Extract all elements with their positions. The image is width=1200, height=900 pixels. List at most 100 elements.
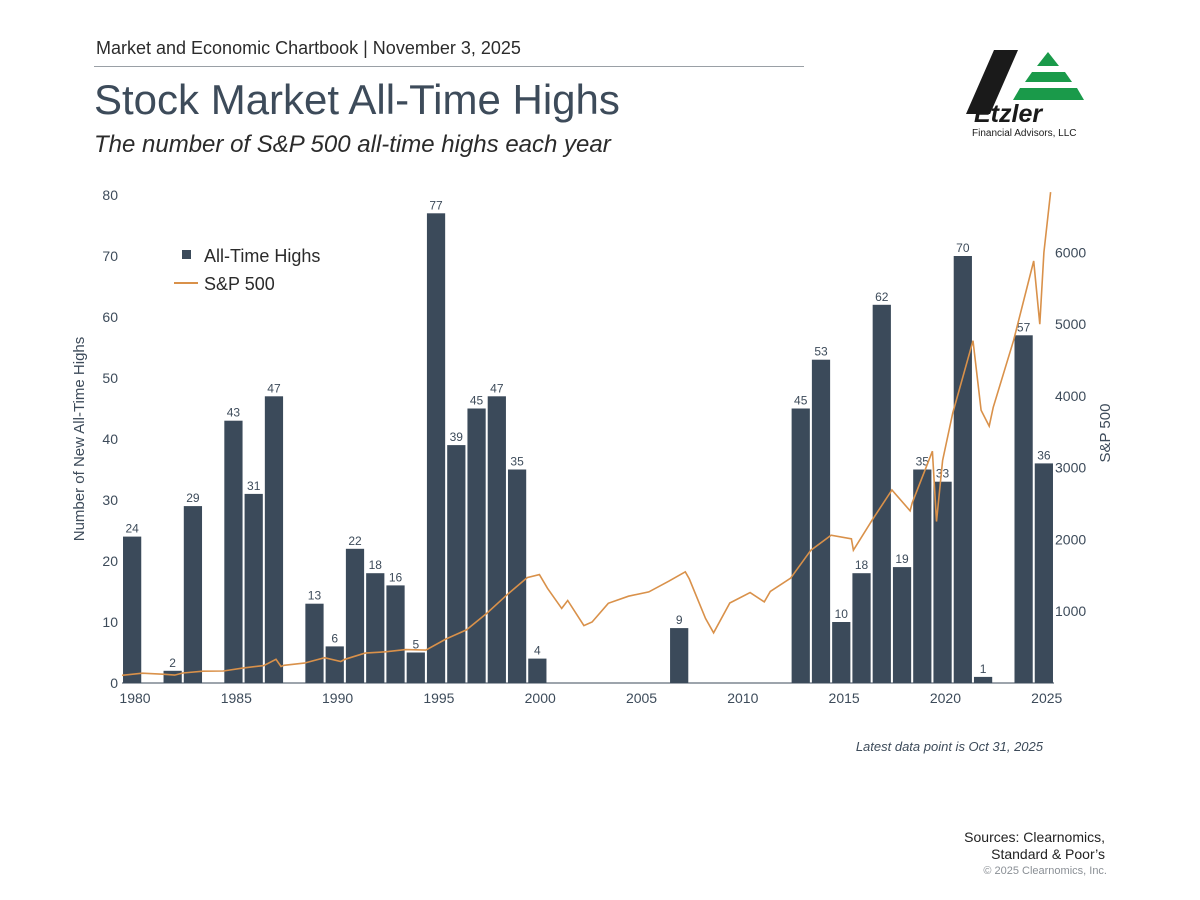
bar-label-1990: 6	[331, 631, 338, 645]
bar-label-2018: 19	[895, 552, 909, 566]
bar-1986	[244, 493, 263, 683]
bar-label-1999: 35	[510, 455, 524, 469]
legend-bar-swatch	[182, 250, 191, 259]
bar-label-1994: 5	[412, 638, 419, 652]
y-axis-title: Number of New All-Time Highs	[71, 337, 88, 542]
x-tick-2010: 2010	[727, 690, 758, 706]
bar-1982	[163, 670, 182, 683]
bar-1992	[366, 573, 385, 683]
bar-label-1996: 39	[450, 430, 464, 444]
bar-label-1983: 29	[186, 491, 200, 505]
bar-label-1995: 77	[429, 198, 443, 212]
y-tick-80: 80	[102, 187, 118, 203]
logo-triangle-bottom	[1013, 88, 1084, 100]
bar-2024	[1014, 335, 1033, 683]
logo-tagline-text: Financial Advisors, LLC	[972, 128, 1077, 139]
header-divider	[94, 66, 804, 67]
bars-group	[123, 213, 1053, 684]
y2-tick-5000: 5000	[1055, 316, 1086, 332]
bar-2015	[832, 622, 851, 683]
bar-label-2014: 53	[814, 345, 828, 359]
bar-1995	[426, 213, 446, 684]
sp500-line	[121, 192, 1052, 677]
x-tick-labels: 1980 1985 1990 1995 2000 2005 2010 2015 2020 2025	[119, 690, 1062, 706]
bar-2018	[892, 567, 912, 683]
y2-axis-title: S&P 500	[1097, 404, 1114, 463]
y-tick-20: 20	[102, 553, 118, 569]
bar-label-1986: 31	[247, 479, 261, 493]
x-tick-2000: 2000	[525, 690, 556, 706]
bar-2025	[1034, 463, 1053, 683]
bar-label-1991: 22	[348, 534, 362, 548]
logo-triangle-mid	[1025, 72, 1072, 82]
bar-label-1982: 2	[169, 656, 176, 670]
bar-label-1985: 43	[227, 406, 241, 420]
latest-data-note: Latest data point is Oct 31, 2025	[855, 739, 1043, 754]
page-subtitle: The number of S&P 500 all-time highs eac…	[94, 131, 611, 158]
bar-2022	[973, 676, 993, 683]
bar-1990	[325, 646, 344, 683]
y2-tick-6000: 6000	[1055, 244, 1086, 260]
bar-1983	[183, 506, 203, 683]
bar-1991	[345, 548, 365, 683]
bar-label-1992: 18	[369, 558, 383, 572]
bar-1985	[224, 420, 243, 683]
bar-label-1987: 47	[267, 381, 281, 395]
bar-1996	[447, 445, 466, 683]
bar-label-2015: 10	[835, 607, 849, 621]
logo-brand-text: Etzler	[974, 100, 1043, 128]
x-tick-2025: 2025	[1031, 690, 1062, 706]
bar-2016	[852, 573, 871, 683]
bar-label-2019: 35	[916, 455, 930, 469]
y2-tick-2000: 2000	[1055, 531, 1086, 547]
bar-label-2024: 57	[1017, 320, 1031, 334]
bar-2013	[791, 408, 810, 683]
bar-1997	[467, 408, 486, 683]
page-title: Stock Market All-Time Highs	[94, 76, 620, 123]
bar-1999	[507, 469, 527, 683]
bar-2017	[872, 304, 891, 683]
y2-tick-4000: 4000	[1055, 388, 1086, 404]
bar-label-1980: 24	[125, 522, 139, 536]
y-tick-10: 10	[102, 614, 118, 630]
y-tick-0: 0	[110, 675, 118, 691]
sources-line-1: Sources: Clearnomics,	[964, 829, 1105, 845]
sources-line-2: Standard & Poor’s	[991, 846, 1105, 862]
bar-label-2021: 70	[956, 241, 970, 255]
logo-triangle-top	[1037, 52, 1059, 66]
bar-2020	[933, 481, 952, 683]
bar-label-2020: 33	[936, 467, 950, 481]
bar-1993	[386, 585, 405, 683]
bar-label-1998: 47	[490, 381, 504, 395]
bar-2019	[913, 469, 932, 683]
y2-tick-1000: 1000	[1055, 603, 1086, 619]
bar-2021	[953, 256, 972, 683]
x-tick-1980: 1980	[119, 690, 150, 706]
bar-2014	[811, 359, 831, 683]
bar-label-2013: 45	[794, 394, 808, 408]
legend-item-sp500: S&P 500	[204, 274, 275, 294]
bar-1998	[487, 396, 506, 683]
y-tick-30: 30	[102, 492, 118, 508]
x-tick-1985: 1985	[221, 690, 252, 706]
bar-label-2007: 9	[676, 613, 683, 627]
y-tick-40: 40	[102, 431, 118, 447]
bar-1994	[406, 652, 425, 683]
bar-1987	[264, 396, 284, 683]
bar-label-1997: 45	[470, 394, 484, 408]
logo-slash-icon	[966, 50, 1018, 114]
x-tick-2005: 2005	[626, 690, 657, 706]
bar-label-2000: 4	[534, 644, 541, 658]
bar-label-2025: 36	[1037, 448, 1051, 462]
x-tick-2020: 2020	[930, 690, 961, 706]
etzler-logo: Etzler Financial Advisors, LLC	[966, 50, 1084, 139]
y2-tick-labels: 1000 2000 3000 4000 5000 6000	[1055, 244, 1086, 619]
sources-credit: Sources: Clearnomics, Standard & Poor’s	[964, 829, 1105, 863]
bar-2007	[670, 628, 689, 683]
bar-label-2017: 62	[875, 290, 889, 304]
bar-label-2016: 18	[855, 558, 869, 572]
bar-1989	[305, 603, 324, 683]
y-tick-70: 70	[102, 248, 118, 264]
y-tick-60: 60	[102, 309, 118, 325]
